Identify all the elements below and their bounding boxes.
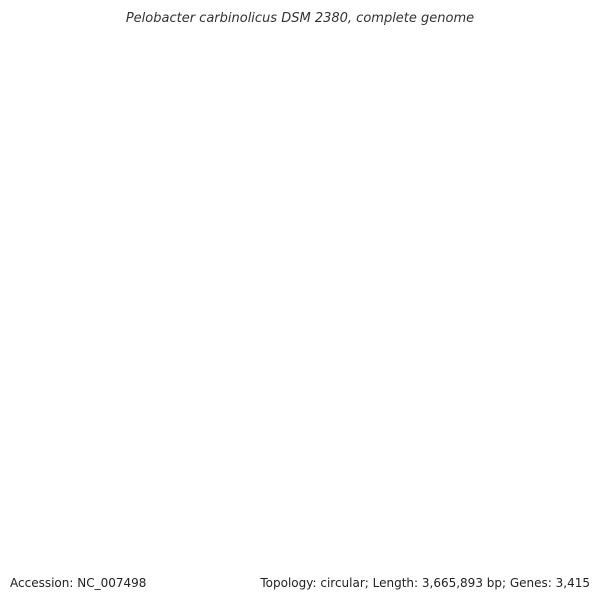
- topology-text: Topology: circular; Length: 3,665,893 bp…: [260, 576, 590, 590]
- accession-text: Accession: NC_007498: [10, 576, 147, 590]
- map-title: Pelobacter carbinolicus DSM 2380, comple…: [126, 11, 474, 26]
